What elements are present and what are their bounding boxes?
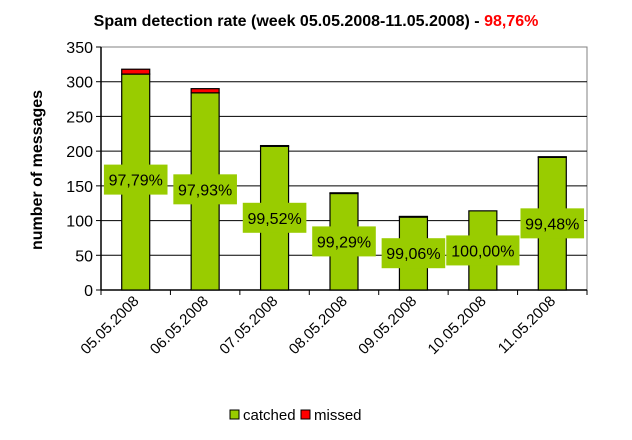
x-tick-label: 10.05.2008	[425, 293, 490, 358]
data-label-bg	[103, 164, 168, 195]
bar-missed	[329, 192, 359, 195]
title-text: Spam detection rate (week 05.05.2008-11.…	[94, 13, 484, 30]
data-label: 99,52%	[247, 211, 301, 228]
legend-label-catched: catched	[243, 407, 296, 424]
bar-missed	[259, 144, 290, 147]
title-overall-rate: 98,76%	[484, 13, 538, 30]
y-tick-label: 0	[84, 283, 93, 300]
data-label-bg	[446, 235, 520, 266]
bar-missed	[398, 215, 429, 218]
data-label: 97,93%	[178, 182, 232, 199]
data-label: 99,29%	[317, 234, 371, 251]
data-label: 99,06%	[386, 246, 440, 263]
y-tick-label: 100	[66, 214, 93, 231]
data-label: 100,00%	[451, 243, 514, 260]
data-label: 97,79%	[109, 173, 163, 190]
x-tick-label: 07.05.2008	[216, 293, 281, 358]
data-label-bg	[520, 208, 585, 239]
x-tick-label: 06.05.2008	[147, 293, 212, 358]
bar-missed	[121, 68, 151, 75]
x-tick-label: 05.05.2008	[77, 293, 142, 358]
bar-missed	[190, 88, 220, 94]
data-label-bg	[312, 226, 376, 257]
data-label-bg	[381, 238, 446, 269]
legend-swatch-missed	[300, 409, 311, 420]
y-tick-label: 50	[75, 248, 93, 265]
y-tick-label: 350	[66, 40, 93, 57]
y-tick-label: 200	[66, 144, 93, 161]
legend-label-missed: missed	[314, 407, 362, 424]
y-axis-label: number of messages	[29, 90, 46, 250]
data-label-bg	[242, 202, 307, 233]
y-tick-label: 150	[66, 179, 93, 196]
x-tick-label: 11.05.2008	[495, 293, 559, 357]
y-tick-label: 250	[66, 109, 93, 126]
x-tick-label: 09.05.2008	[355, 293, 420, 358]
chart-title: Spam detection rate (week 05.05.2008-11.…	[94, 13, 539, 30]
data-label-bg	[173, 174, 237, 205]
bar-missed	[537, 156, 567, 158]
y-tick-label: 300	[66, 75, 93, 92]
legend-swatch-catched	[229, 409, 240, 420]
x-tick-label: 08.05.2008	[286, 293, 351, 358]
data-label: 99,48%	[525, 216, 579, 233]
